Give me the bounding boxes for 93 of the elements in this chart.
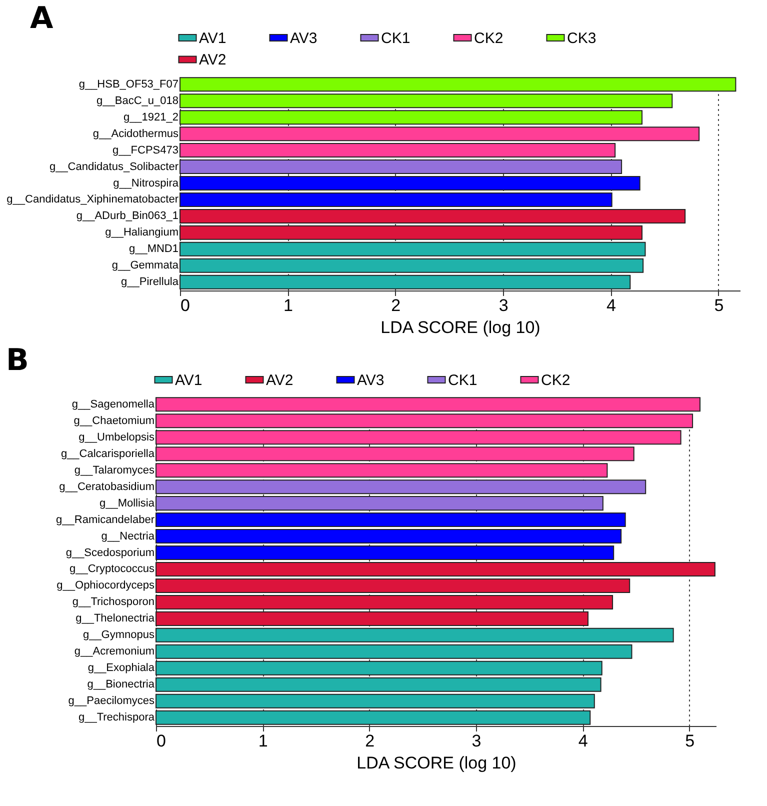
- legend-label: CK1: [448, 371, 478, 388]
- y-tick-label: g__Talaromyces: [74, 464, 155, 476]
- bar: [156, 710, 591, 724]
- bar: [156, 660, 602, 675]
- y-tick-label: g__Sagenomella: [72, 398, 156, 410]
- bar: [156, 413, 694, 428]
- bar: [180, 242, 646, 256]
- y-tick-label: g__Candidatus_Xiphinematobacter: [6, 194, 179, 206]
- bar: [156, 594, 614, 609]
- x-tick-label: 2: [365, 731, 375, 750]
- y-tick-label: g__Nectria: [101, 530, 156, 542]
- bar: [180, 258, 644, 273]
- y-tick-label: g__Trichosporon: [72, 596, 154, 608]
- y-tick-label: g__Ophiocordyceps: [56, 579, 155, 592]
- y-tick-label: g__Ceratobasidium: [59, 480, 154, 492]
- x-tick-label: 3: [472, 731, 482, 750]
- y-tick-label: g__Chaetomium: [74, 414, 154, 426]
- y-tick-label: g__Gymnopus: [82, 628, 155, 641]
- bar: [156, 396, 700, 412]
- bar: [156, 561, 716, 576]
- legend-label: CK1: [381, 30, 410, 47]
- x-tick-label: 4: [578, 731, 588, 750]
- bar: [180, 192, 612, 207]
- y-tick-label: g__Ramicandelaber: [56, 513, 155, 526]
- bar: [180, 94, 673, 108]
- bar: [156, 627, 674, 642]
- y-tick-label: g__HSB_OF53_F07: [78, 78, 178, 90]
- legend-label: AV3: [357, 371, 384, 388]
- bar: [180, 225, 642, 240]
- bar: [156, 644, 632, 658]
- y-tick-label: g__Candidatus_Solibacter: [49, 160, 179, 173]
- y-tick-label: g__Mollisia: [99, 496, 156, 509]
- y-tick-label: g__MND1: [128, 243, 178, 256]
- bar: [180, 77, 736, 92]
- y-tick-label: g__Haliangium: [105, 226, 178, 239]
- bar: [156, 496, 604, 510]
- legend-label: CK2: [541, 371, 570, 388]
- bar: [156, 462, 608, 478]
- x-tick-label: 1: [283, 296, 293, 315]
- chart-title: B: [6, 342, 29, 378]
- bar: [156, 676, 602, 692]
- legend-label: CK3: [567, 30, 596, 47]
- x-tick-label: 0: [180, 296, 190, 315]
- x-tick-label: 0: [156, 731, 166, 750]
- y-tick-label: g__1921_2: [123, 111, 178, 124]
- bar: [156, 479, 646, 494]
- bar: [156, 512, 626, 527]
- bar: [180, 208, 686, 224]
- x-tick-label: 1: [258, 731, 268, 750]
- bar: [156, 545, 614, 560]
- y-tick-label: g__Calcarisporiella: [60, 447, 156, 460]
- bar: [156, 610, 588, 626]
- x-tick-label: 5: [685, 731, 695, 750]
- y-tick-label: g__Scedosporium: [66, 546, 154, 558]
- bar: [156, 430, 682, 444]
- legend-label: AV1: [199, 30, 226, 47]
- x-tick-label: 2: [391, 296, 401, 315]
- y-tick-label: g__BacC_u_018: [96, 94, 178, 107]
- bar: [180, 126, 700, 142]
- y-tick-label: g__FCPS473: [112, 144, 178, 156]
- y-tick-label: g__Bionectria: [87, 678, 156, 690]
- bar: [180, 143, 616, 158]
- bar: [180, 274, 631, 290]
- x-tick-label: 4: [606, 296, 616, 315]
- y-tick-label: g__Nitrospira: [113, 177, 180, 190]
- bar: [156, 578, 630, 592]
- y-tick-label: g__Cryptococcus: [70, 562, 155, 575]
- bar: [156, 528, 622, 544]
- y-tick-label: g__ADurb_Bin063_1: [76, 210, 178, 222]
- bar: [180, 110, 642, 125]
- x-tick-label: 3: [498, 296, 508, 315]
- legend-label: AV1: [175, 371, 202, 388]
- x-axis-title: LDA SCORE (log 10): [356, 753, 516, 772]
- x-axis-title: LDA SCORE (log 10): [380, 318, 540, 337]
- legend-label: CK2: [474, 30, 504, 47]
- y-tick-label: g__Pirellula: [121, 276, 180, 288]
- x-tick-label: 5: [714, 296, 724, 315]
- y-tick-label: g__Thelonectria: [76, 612, 156, 624]
- y-tick-label: g__Umbelopsis: [78, 430, 155, 443]
- y-tick-label: g__Paecilomyces: [68, 694, 155, 707]
- bar: [156, 693, 595, 708]
- chart-title: A: [30, 1, 54, 36]
- bar: [180, 176, 640, 191]
- y-tick-label: g__Acidothermus: [92, 128, 179, 140]
- bar: [156, 446, 634, 461]
- y-tick-label: g__Acremonium: [74, 645, 154, 658]
- legend-label: AV2: [199, 52, 226, 68]
- legend-label: AV3: [290, 30, 318, 47]
- bar: [180, 160, 622, 174]
- y-tick-label: g__Trechispora: [78, 711, 156, 724]
- y-tick-label: g__Gemmata: [112, 260, 180, 272]
- legend-label: AV2: [266, 371, 294, 388]
- y-tick-label: g__Exophiala: [88, 662, 156, 674]
